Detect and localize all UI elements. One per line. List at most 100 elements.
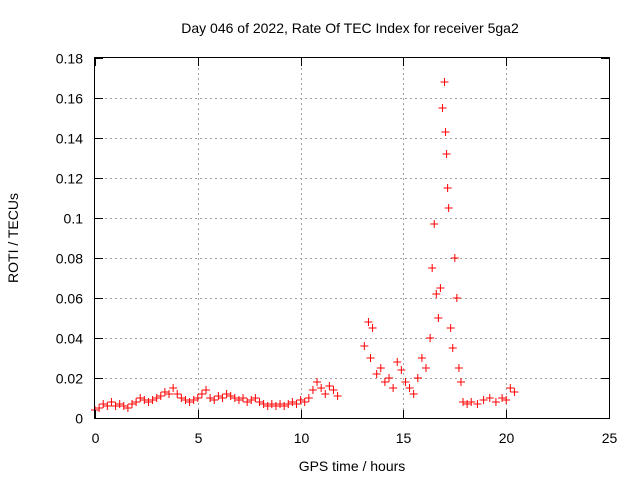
data-point bbox=[428, 264, 437, 272]
data-point bbox=[284, 400, 293, 408]
data-point bbox=[243, 398, 252, 406]
data-point bbox=[152, 394, 161, 402]
data-point bbox=[247, 396, 256, 404]
data-point bbox=[251, 394, 260, 402]
y-tick-label: 0.04 bbox=[56, 331, 83, 347]
y-tick-label: 0 bbox=[75, 411, 83, 427]
data-point bbox=[271, 402, 280, 410]
data-point bbox=[185, 398, 194, 406]
data-point bbox=[136, 394, 145, 402]
data-point bbox=[479, 396, 488, 404]
data-point bbox=[197, 390, 206, 398]
data-point bbox=[156, 392, 165, 400]
data-point bbox=[165, 390, 174, 398]
data-point bbox=[177, 394, 186, 402]
y-axis-label: ROTI / TECUs bbox=[5, 193, 21, 283]
data-point bbox=[444, 204, 453, 212]
x-axis: 0 5 10 15 20 25 bbox=[92, 58, 618, 446]
data-point bbox=[292, 400, 301, 408]
data-point bbox=[119, 402, 128, 410]
y-tick-label: 0.14 bbox=[56, 131, 83, 147]
data-point bbox=[218, 394, 227, 402]
data-point bbox=[226, 392, 235, 400]
x-tick-label: 0 bbox=[92, 430, 100, 446]
data-point bbox=[189, 396, 198, 404]
data-point bbox=[140, 396, 149, 404]
data-point bbox=[276, 400, 285, 408]
y-tick-label: 0.18 bbox=[56, 51, 83, 67]
data-point bbox=[239, 394, 248, 402]
data-point bbox=[263, 402, 272, 410]
data-point bbox=[259, 400, 268, 408]
data-point bbox=[214, 392, 223, 400]
data-point bbox=[128, 400, 137, 408]
data-point bbox=[255, 398, 264, 406]
chart-title: Day 046 of 2022, Rate Of TEC Index for r… bbox=[181, 20, 519, 36]
data-points bbox=[91, 78, 519, 414]
data-point bbox=[473, 400, 482, 408]
data-point bbox=[132, 398, 141, 406]
data-point bbox=[450, 254, 459, 262]
data-point bbox=[372, 370, 381, 378]
y-tick-label: 0.16 bbox=[56, 91, 83, 107]
data-point bbox=[267, 400, 276, 408]
data-point bbox=[467, 398, 476, 406]
data-point bbox=[144, 398, 153, 406]
data-point bbox=[485, 394, 494, 402]
data-point bbox=[389, 384, 398, 392]
data-point bbox=[193, 394, 202, 402]
data-point bbox=[440, 78, 449, 86]
data-point bbox=[280, 402, 289, 410]
data-point bbox=[463, 400, 472, 408]
data-point bbox=[173, 390, 182, 398]
data-point bbox=[426, 334, 435, 342]
data-point bbox=[397, 366, 406, 374]
data-point bbox=[498, 394, 507, 402]
data-point bbox=[441, 128, 450, 136]
data-point bbox=[456, 378, 465, 386]
data-point bbox=[442, 150, 451, 158]
data-point bbox=[448, 344, 457, 352]
data-point bbox=[393, 358, 402, 366]
y-axis: 0 0.02 0.04 0.06 0.08 0.1 0.12 0.14 0.16 0.18 bbox=[56, 51, 609, 427]
data-point bbox=[202, 386, 211, 394]
data-point bbox=[438, 104, 447, 112]
y-tick-label: 0.1 bbox=[64, 211, 84, 227]
data-point bbox=[123, 404, 132, 412]
data-point bbox=[491, 398, 500, 406]
data-point bbox=[313, 378, 322, 386]
data-point bbox=[422, 364, 431, 372]
data-point bbox=[288, 398, 297, 406]
x-tick-label: 10 bbox=[294, 430, 310, 446]
data-point bbox=[459, 398, 468, 406]
data-point bbox=[446, 324, 455, 332]
data-point bbox=[510, 388, 519, 396]
data-point bbox=[430, 220, 439, 228]
data-point bbox=[409, 390, 418, 398]
data-point bbox=[325, 382, 334, 390]
data-point bbox=[296, 396, 305, 404]
data-point bbox=[304, 394, 313, 402]
data-point bbox=[95, 404, 104, 412]
data-point bbox=[376, 364, 385, 372]
data-point bbox=[329, 386, 338, 394]
data-point bbox=[443, 184, 452, 192]
data-point bbox=[99, 400, 108, 408]
data-point bbox=[401, 378, 410, 386]
data-point bbox=[405, 384, 414, 392]
data-point bbox=[454, 364, 463, 372]
y-tick-label: 0.12 bbox=[56, 171, 83, 187]
data-point bbox=[222, 390, 231, 398]
data-point bbox=[300, 398, 309, 406]
data-point bbox=[385, 374, 394, 382]
x-tick-label: 25 bbox=[602, 430, 618, 446]
data-point bbox=[321, 390, 330, 398]
data-point bbox=[360, 342, 369, 350]
data-point bbox=[148, 396, 157, 404]
data-point bbox=[434, 314, 443, 322]
grid bbox=[95, 58, 609, 418]
data-point bbox=[181, 396, 190, 404]
data-point bbox=[366, 354, 375, 362]
data-point bbox=[234, 396, 243, 404]
